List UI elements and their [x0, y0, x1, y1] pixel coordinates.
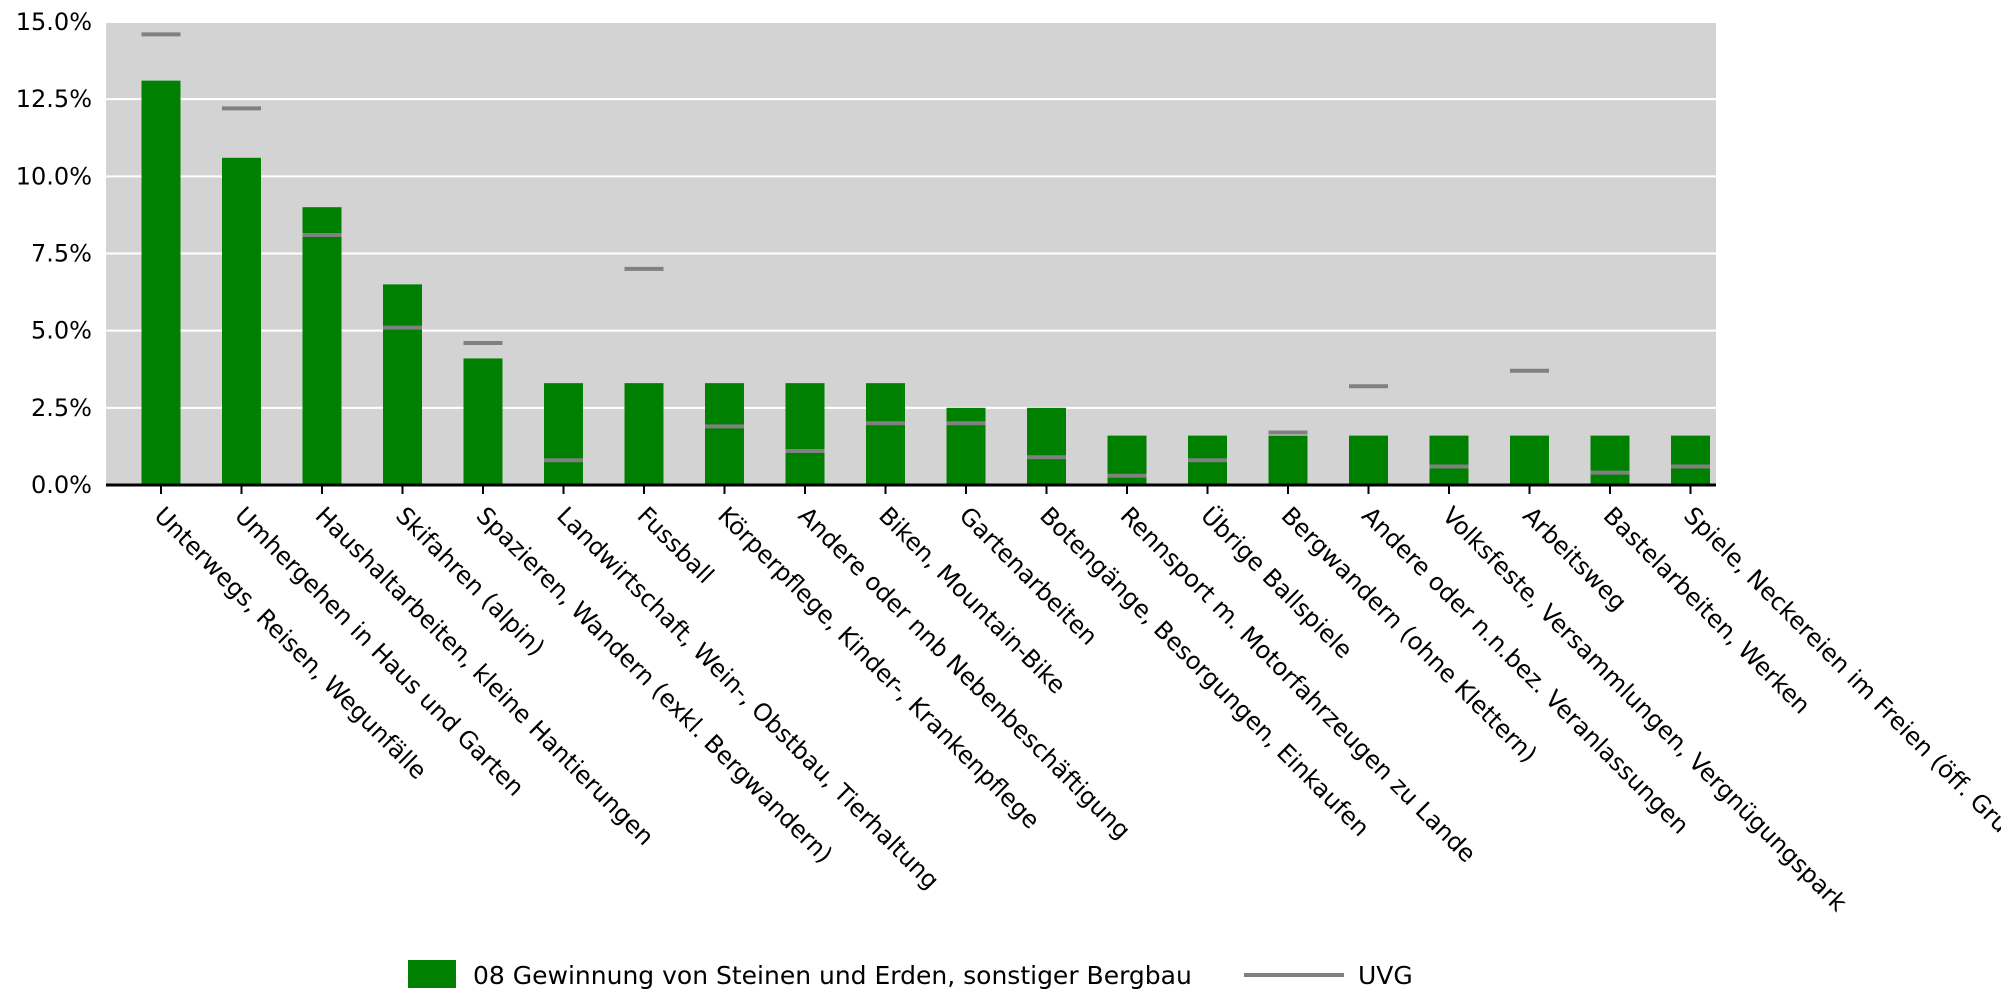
y-tick-label: 12.5%	[16, 85, 92, 113]
y-tick-label: 10.0%	[16, 162, 92, 190]
bar	[302, 207, 342, 485]
y-tick-label: 5.0%	[31, 317, 92, 345]
bar	[1671, 435, 1710, 485]
legend-swatch-series-1	[408, 960, 456, 988]
bar	[1349, 435, 1388, 485]
gridlines	[106, 21, 1716, 409]
x-tick-label: Gartenarbeiten	[954, 501, 1103, 650]
bar	[1510, 435, 1549, 485]
bar	[383, 284, 422, 485]
y-tick-label: 7.5%	[31, 240, 92, 268]
y-axis-ticks: 0.0% 2.5% 5.0% 7.5% 10.0% 12.5% 15.0%	[16, 8, 92, 499]
bar	[866, 383, 905, 485]
bar	[1268, 435, 1308, 485]
x-tick-label: Umhergehen in Haus und Garten	[229, 501, 529, 801]
bar	[141, 80, 181, 485]
legend-label-series-1: 08 Gewinnung von Steinen und Erden, sons…	[473, 961, 1192, 990]
bar	[705, 383, 744, 485]
y-tick-label: 0.0%	[31, 471, 92, 499]
bar	[463, 358, 503, 485]
x-tick-label: Landwirtschaft, Wein-, Obstbau, Tierhalt…	[551, 501, 944, 894]
y-tick-label: 2.5%	[31, 394, 92, 422]
x-tick-label: Spiele, Neckereien im Freien (öff. Grund…	[1678, 501, 2001, 866]
uvg-markers	[141, 32, 1710, 478]
bar	[946, 407, 986, 485]
bar	[1590, 435, 1630, 485]
bar	[222, 157, 261, 485]
bar	[1027, 407, 1066, 485]
x-tick-label: Skifahren (alpin)	[390, 501, 550, 661]
bar	[624, 383, 664, 485]
legend: 08 Gewinnung von Steinen und Erden, sons…	[408, 960, 1413, 990]
y-tick-label: 15.0%	[16, 8, 92, 36]
x-tick-label: Übrige Ballspiele	[1195, 501, 1358, 664]
bars	[141, 80, 1710, 485]
legend-label-uvg: UVG	[1358, 961, 1413, 990]
bar	[785, 383, 825, 485]
x-axis-ticks: Unterwegs, Reisen, WegunfälleUmhergehen …	[149, 485, 2001, 917]
bar	[1429, 435, 1469, 485]
bar	[544, 383, 583, 485]
